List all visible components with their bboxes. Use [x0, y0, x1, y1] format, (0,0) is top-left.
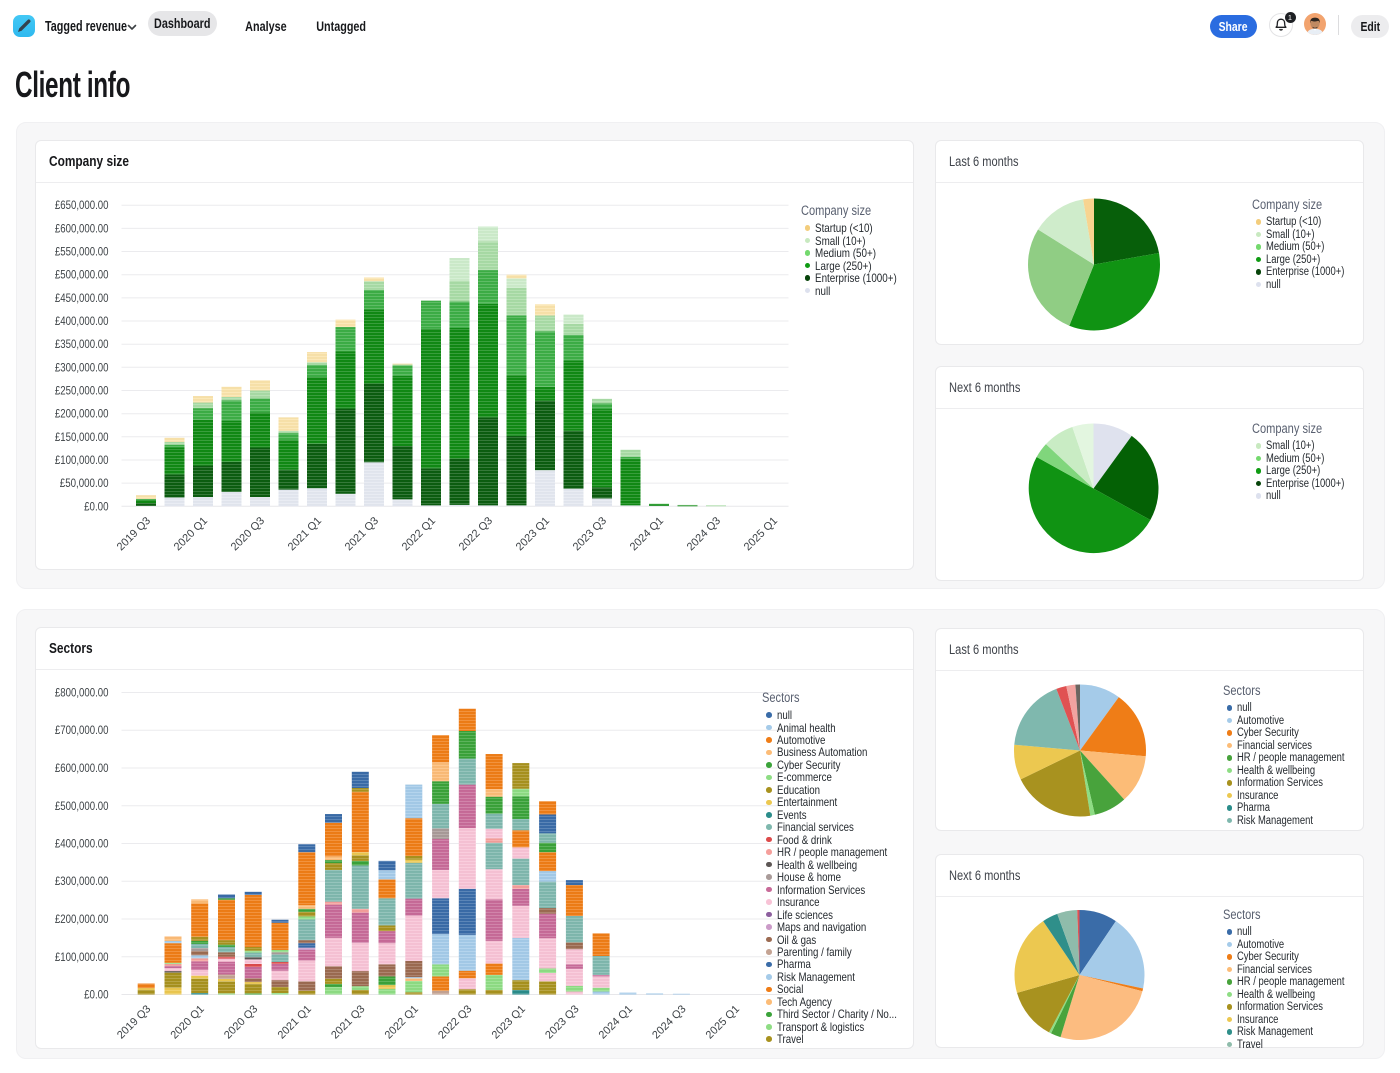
svg-text:2020 Q1: 2020 Q1: [168, 1003, 206, 1041]
svg-text:2023 Q1: 2023 Q1: [514, 515, 552, 553]
svg-text:£700,000.00: £700,000.00: [55, 725, 109, 737]
svg-text:2019 Q3: 2019 Q3: [115, 1003, 153, 1041]
svg-text:£0.00: £0.00: [84, 501, 108, 513]
svg-text:2024 Q1: 2024 Q1: [597, 1003, 635, 1041]
svg-text:2024 Q1: 2024 Q1: [628, 515, 666, 553]
svg-text:2023 Q1: 2023 Q1: [490, 1003, 528, 1041]
svg-text:2021 Q1: 2021 Q1: [286, 515, 324, 553]
svg-text:£100,000.00: £100,000.00: [55, 952, 109, 964]
svg-text:2021 Q1: 2021 Q1: [276, 1003, 314, 1041]
svg-text:£650,000.00: £650,000.00: [55, 200, 109, 212]
svg-text:2022 Q1: 2022 Q1: [383, 1003, 421, 1041]
svg-text:2024 Q3: 2024 Q3: [650, 1003, 688, 1041]
svg-text:2025 Q1: 2025 Q1: [742, 515, 780, 553]
svg-text:2024 Q3: 2024 Q3: [685, 515, 723, 553]
svg-text:2020 Q3: 2020 Q3: [229, 515, 267, 553]
svg-text:£500,000.00: £500,000.00: [55, 801, 109, 813]
svg-text:2020 Q3: 2020 Q3: [222, 1003, 260, 1041]
svg-text:£400,000.00: £400,000.00: [55, 839, 109, 851]
svg-text:£0.00: £0.00: [84, 990, 108, 1002]
svg-text:£400,000.00: £400,000.00: [55, 316, 109, 328]
svg-text:£600,000.00: £600,000.00: [55, 763, 109, 775]
svg-text:£200,000.00: £200,000.00: [55, 409, 109, 421]
svg-text:2022 Q3: 2022 Q3: [436, 1003, 474, 1041]
svg-text:£350,000.00: £350,000.00: [55, 339, 109, 351]
svg-text:£550,000.00: £550,000.00: [55, 247, 109, 259]
svg-text:2022 Q3: 2022 Q3: [457, 515, 495, 553]
svg-text:£800,000.00: £800,000.00: [55, 688, 109, 700]
svg-text:2022 Q1: 2022 Q1: [400, 515, 438, 553]
svg-text:£450,000.00: £450,000.00: [55, 293, 109, 305]
svg-text:£500,000.00: £500,000.00: [55, 270, 109, 282]
svg-text:2019 Q3: 2019 Q3: [115, 515, 153, 553]
svg-text:£100,000.00: £100,000.00: [55, 455, 109, 467]
svg-text:£150,000.00: £150,000.00: [55, 432, 109, 444]
svg-text:2023 Q3: 2023 Q3: [543, 1003, 581, 1041]
svg-text:£300,000.00: £300,000.00: [55, 876, 109, 888]
svg-text:£250,000.00: £250,000.00: [55, 386, 109, 398]
svg-text:£600,000.00: £600,000.00: [55, 223, 109, 235]
svg-text:£300,000.00: £300,000.00: [55, 362, 109, 374]
svg-text:2021 Q3: 2021 Q3: [343, 515, 381, 553]
svg-text:2021 Q3: 2021 Q3: [329, 1003, 367, 1041]
svg-text:£200,000.00: £200,000.00: [55, 914, 109, 926]
svg-text:£50,000.00: £50,000.00: [60, 478, 109, 490]
svg-text:2020 Q1: 2020 Q1: [172, 515, 210, 553]
svg-text:2023 Q3: 2023 Q3: [571, 515, 609, 553]
svg-text:2025 Q1: 2025 Q1: [704, 1003, 742, 1041]
